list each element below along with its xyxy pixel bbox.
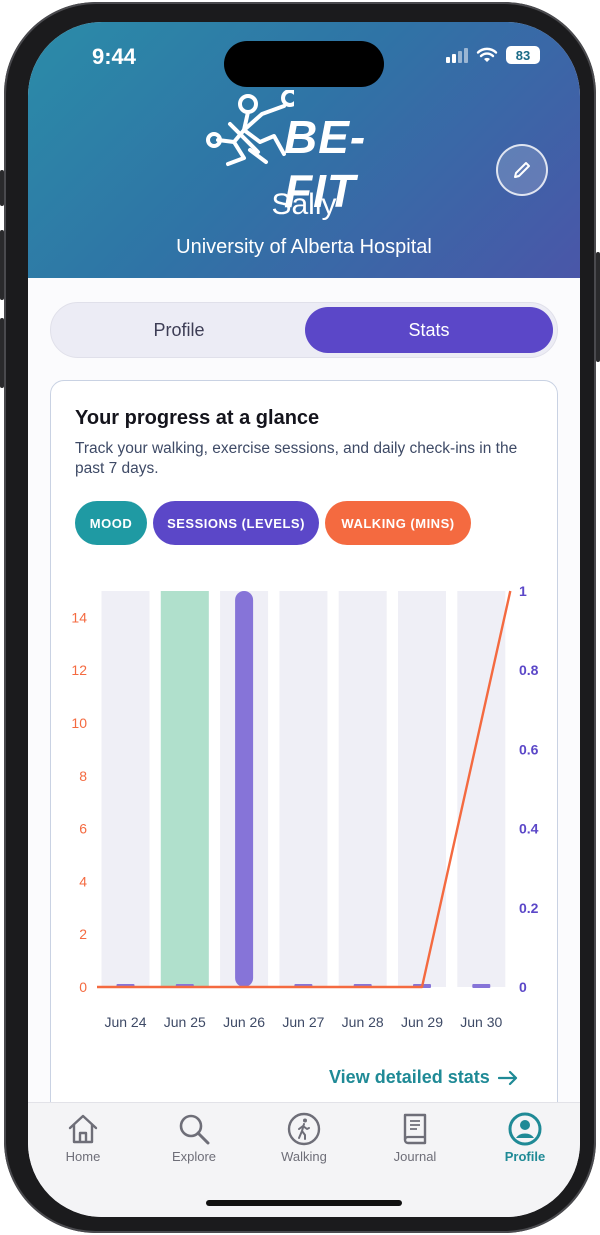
view-detailed-stats-label: View detailed stats [329,1067,490,1087]
card-title: Your progress at a glance [75,407,320,429]
nav-explore[interactable]: Explore [149,1111,239,1164]
progress-card: Your progress at a glance Track your wal… [50,380,558,1140]
mute-switch [0,170,4,206]
befit-logo: BE-FIT [204,89,414,217]
nav-journal-label: Journal [393,1149,437,1164]
wifi-icon [476,47,498,62]
filter-walking[interactable]: WALKING (MINS) [325,501,471,545]
volume-up-button [0,230,4,300]
bar-track [101,591,150,987]
left-axis-tick: 6 [79,821,87,837]
user-hospital: University of Alberta Hospital [176,236,432,258]
right-axis-tick: 1 [519,583,527,599]
bar-track [279,591,328,987]
left-axis-tick: 2 [79,926,87,942]
progress-chart: Jun 24 Jun 25 Jun 26 Jun 27 Jun 28 Jun 29 Jun … [71,583,539,1030]
nav-profile-label: Profile [504,1149,546,1164]
left-axis-tick: 8 [79,768,87,784]
tab-stats[interactable]: Stats [305,307,553,353]
edit-profile-button[interactable] [496,144,548,196]
left-axis-tick: 4 [79,873,87,889]
search-icon [179,1114,210,1145]
filter-sessions[interactable]: SESSIONS (LEVELS) [153,501,319,545]
nav-explore-label: Explore [171,1149,217,1164]
tab-profile[interactable]: Profile [153,319,205,340]
segmented-control: Profile Stats [50,302,558,358]
screen: 9:44 83 [28,22,580,1217]
walking-icon [287,1112,321,1146]
home-icon [68,1114,98,1144]
logo-wordmark: BE-FIT [284,111,367,217]
right-axis-tick: 0 [519,979,527,995]
bar-track [398,591,446,987]
volume-down-button [0,318,4,388]
bottom-nav: Home Explore Walking [28,1102,580,1217]
pencil-icon [514,162,530,178]
cellular-signal-icon [446,47,468,63]
view-detailed-stats-link[interactable]: View detailed stats [329,1067,518,1088]
user-name: Sally [271,188,337,221]
status-time: 9:44 [92,44,137,69]
runner-icon [206,89,299,166]
x-tick-label: Jun 26 [223,1014,265,1030]
x-tick-label: Jun 25 [164,1014,206,1030]
x-tick-label: Jun 30 [460,1014,502,1030]
nav-home[interactable]: Home [38,1111,128,1164]
bar-track [338,591,387,987]
session-bar [235,591,254,987]
left-axis-tick: 14 [71,609,87,625]
right-axis-tick: 0.4 [519,821,539,837]
card-subtitle: Track your walking, exercise sessions, a… [75,440,518,477]
nav-journal[interactable]: Journal [370,1111,460,1164]
profile-icon [508,1112,542,1146]
left-axis-tick: 0 [79,979,87,995]
filter-mood[interactable]: MOOD [75,501,147,545]
status-icons: 83 [446,46,540,64]
right-axis-tick: 0.8 [519,662,539,678]
session-bar-empty [472,984,491,988]
walking-line [97,590,512,989]
left-axis-tick: 10 [71,715,87,731]
right-axis-tick: 0.2 [519,900,539,916]
nav-walking-label: Walking [281,1149,327,1164]
x-tick-label: Jun 29 [401,1014,443,1030]
x-tick-label: Jun 24 [104,1014,146,1030]
arrow-right-icon [497,1070,517,1085]
nav-home-label: Home [65,1149,101,1164]
home-indicator [206,1200,402,1206]
main-content: Profile Stats Your progress at a glance … [28,278,580,1140]
profile-header: 9:44 83 [28,22,580,278]
x-tick-label: Jun 28 [342,1014,384,1030]
power-button [596,252,600,362]
nav-profile[interactable]: Profile [480,1111,570,1164]
mood-bar [160,591,209,987]
x-tick-label: Jun 27 [282,1014,324,1030]
nav-walking[interactable]: Walking [259,1111,349,1164]
dynamic-island [224,41,384,87]
left-axis-tick: 12 [71,662,87,678]
battery-icon: 83 [506,46,540,64]
book-icon [403,1113,427,1145]
right-axis-tick: 0.6 [519,741,539,757]
